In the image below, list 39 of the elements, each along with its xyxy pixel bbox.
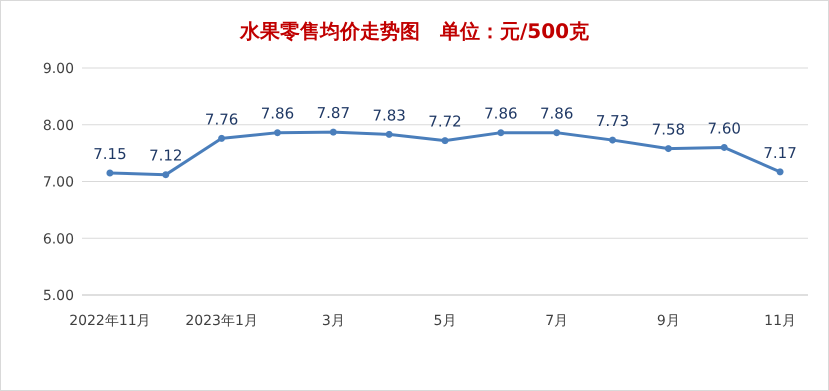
data-label: 7.83 bbox=[372, 106, 406, 124]
y-tick-label: 7.00 bbox=[42, 174, 74, 190]
data-label: 7.58 bbox=[652, 120, 686, 139]
y-tick-label: 6.00 bbox=[42, 231, 74, 248]
data-label: 7.73 bbox=[596, 112, 630, 130]
point bbox=[776, 168, 784, 176]
y-tick-label: 8.00 bbox=[42, 118, 74, 134]
point bbox=[162, 171, 170, 178]
data-label: 7.15 bbox=[93, 144, 127, 163]
x-tick-label: 7月 bbox=[545, 313, 568, 329]
point bbox=[218, 134, 226, 142]
point bbox=[106, 169, 114, 176]
point bbox=[386, 130, 393, 138]
point bbox=[553, 129, 560, 136]
point bbox=[497, 129, 504, 136]
point bbox=[330, 128, 337, 136]
data-label: 7.76 bbox=[204, 110, 238, 128]
x-tick-label: 9月 bbox=[656, 313, 680, 329]
point bbox=[664, 145, 672, 152]
data-label: 7.60 bbox=[708, 119, 741, 138]
x-tick-label: 11月 bbox=[764, 313, 796, 329]
x-tick-label: 3月 bbox=[322, 313, 345, 329]
data-label: 7.72 bbox=[428, 112, 462, 131]
x-tick-label: 2023年1月 bbox=[185, 313, 258, 329]
data-label: 7.86 bbox=[484, 104, 518, 123]
x-tick-label: 2022年11月 bbox=[69, 313, 151, 329]
point bbox=[442, 137, 448, 144]
point bbox=[720, 144, 728, 151]
y-tick-label: 9.00 bbox=[42, 61, 74, 77]
point bbox=[274, 129, 281, 136]
y-tick-label: 5.00 bbox=[42, 288, 74, 304]
data-label: 7.87 bbox=[316, 104, 350, 122]
chart-title: 水果零售均价走势图 单位：元/500克 bbox=[238, 19, 590, 43]
data-label: 7.17 bbox=[763, 144, 797, 162]
data-label: 7.12 bbox=[149, 146, 182, 165]
x-tick-label: 5月 bbox=[434, 313, 456, 329]
point bbox=[609, 136, 616, 144]
data-label: 7.86 bbox=[540, 104, 574, 123]
data-label: 7.86 bbox=[260, 104, 294, 123]
